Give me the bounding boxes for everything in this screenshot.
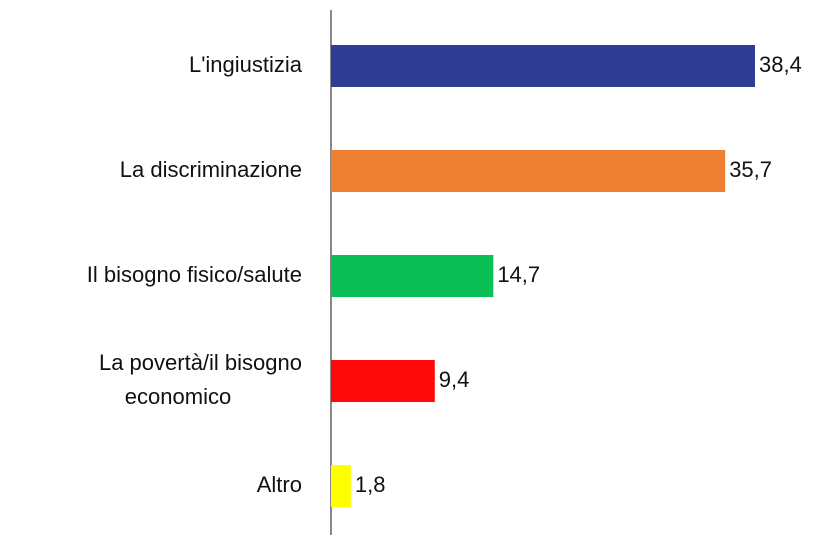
category-label: La discriminazione xyxy=(120,157,302,182)
category-label: Altro xyxy=(257,472,302,497)
category-label: La povertà/il bisogno economico xyxy=(99,350,302,409)
category-label: L'ingiustizia xyxy=(189,52,303,77)
bar xyxy=(331,255,494,297)
value-label: 35,7 xyxy=(729,157,772,182)
bar xyxy=(331,45,755,87)
value-label: 38,4 xyxy=(759,52,802,77)
category-label: Il bisogno fisico/salute xyxy=(87,262,302,287)
value-label: 9,4 xyxy=(439,367,470,392)
bar xyxy=(331,465,351,507)
value-label: 14,7 xyxy=(497,262,540,287)
bar xyxy=(331,360,435,402)
bar xyxy=(331,150,726,192)
value-label: 1,8 xyxy=(355,472,386,497)
